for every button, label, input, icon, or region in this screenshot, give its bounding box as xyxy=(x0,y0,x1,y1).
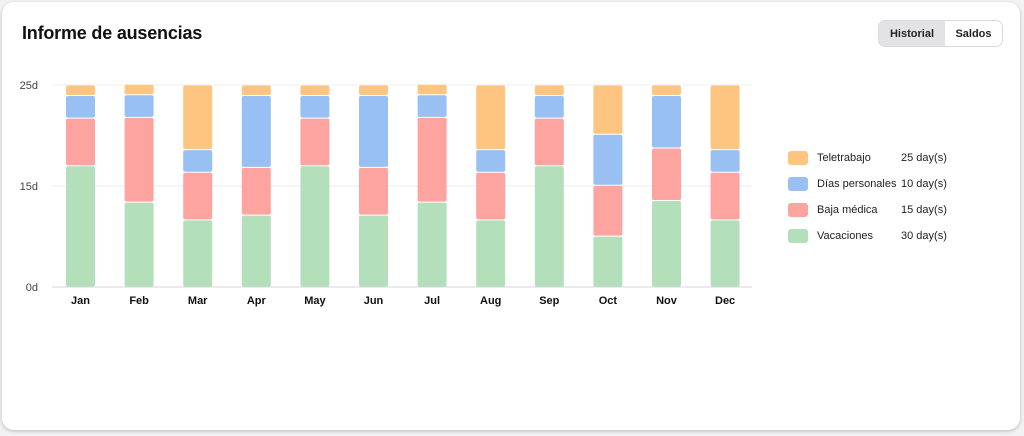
legend-swatch xyxy=(788,203,808,217)
bar-segment xyxy=(476,220,506,287)
bar-segment xyxy=(66,96,95,118)
bar-segment xyxy=(417,84,447,95)
bar-segment xyxy=(476,150,506,172)
bar-segment xyxy=(417,202,447,287)
x-tick-label: Jul xyxy=(424,295,440,307)
bar-segment xyxy=(124,202,154,287)
legend-swatch xyxy=(788,151,808,165)
legend-swatch xyxy=(788,229,808,243)
bar-segment xyxy=(476,85,506,150)
bar-segment xyxy=(710,172,740,220)
bar-segment xyxy=(66,118,95,166)
legend-swatch xyxy=(788,177,808,191)
x-tick-label: May xyxy=(304,295,326,307)
x-tick-label: Jun xyxy=(364,295,384,307)
y-tick-label: 15d xyxy=(20,181,38,193)
x-tick-label: Oct xyxy=(599,295,618,307)
bar-segment xyxy=(66,166,95,287)
bar-segment xyxy=(593,134,623,185)
x-tick-label: Jan xyxy=(71,295,90,307)
legend-label: Teletrabajo xyxy=(817,152,871,164)
x-tick-label: Apr xyxy=(247,295,267,307)
bar-segment xyxy=(359,96,388,167)
bar-segment xyxy=(300,166,330,287)
y-tick-label: 0d xyxy=(26,282,38,294)
legend-value: 10 day(s) xyxy=(901,178,947,190)
bar-segment xyxy=(241,96,271,167)
bar-segment xyxy=(652,85,681,96)
bar-segment xyxy=(534,96,564,118)
legend-value: 15 day(s) xyxy=(901,204,947,216)
bar-segment xyxy=(534,85,564,96)
bar-segment xyxy=(710,150,740,172)
legend-value: 25 day(s) xyxy=(901,152,947,164)
absence-report-card: Informe de ausencias Historial Saldos xyxy=(2,2,1020,430)
bar-segment xyxy=(534,118,564,166)
bar-segment xyxy=(359,215,388,287)
legend-item-baja-medica[interactable]: Baja médica 15 day(s) xyxy=(788,197,978,223)
view-toggle: Historial Saldos xyxy=(878,20,1003,47)
bar-segment xyxy=(183,85,213,150)
bar-segment xyxy=(652,96,681,148)
bar-segment xyxy=(241,167,271,215)
bar-segment xyxy=(359,167,388,215)
bar-segment xyxy=(417,95,447,117)
bar-segment xyxy=(593,236,623,287)
x-tick-label: Dec xyxy=(715,295,735,307)
bar-segment xyxy=(300,118,330,166)
bar-segment xyxy=(66,85,95,96)
chart-legend: Teletrabajo 25 day(s) Días personales 10… xyxy=(788,145,978,249)
y-tick-label: 25d xyxy=(20,80,38,92)
bar-segment xyxy=(124,117,154,202)
bar-segment xyxy=(710,220,740,287)
saldos-tab[interactable]: Saldos xyxy=(955,27,992,40)
x-tick-label: Mar xyxy=(188,295,208,307)
bar-segment xyxy=(593,185,623,236)
x-tick-label: Sep xyxy=(539,295,559,307)
legend-item-dias-personales[interactable]: Días personales 10 day(s) xyxy=(788,171,978,197)
x-tick-label: Feb xyxy=(129,295,149,307)
bar-segment xyxy=(183,220,213,287)
bar-segment xyxy=(593,85,623,134)
bar-segment xyxy=(183,150,213,172)
bar-segment xyxy=(417,117,447,202)
x-tick-label: Nov xyxy=(656,295,678,307)
bar-segment xyxy=(183,172,213,220)
bar-segment xyxy=(241,215,271,287)
bar-segment xyxy=(476,172,506,220)
bar-segment xyxy=(300,85,330,96)
legend-label: Vacaciones xyxy=(817,230,874,242)
legend-item-vacaciones[interactable]: Vacaciones 30 day(s) xyxy=(788,223,978,249)
legend-value: 30 day(s) xyxy=(901,230,947,242)
bar-segment xyxy=(534,166,564,287)
x-tick-label: Aug xyxy=(480,295,501,307)
bar-segment xyxy=(652,148,681,201)
legend-label: Días personales xyxy=(817,178,897,190)
bar-segment xyxy=(300,96,330,118)
historial-tab[interactable]: Historial xyxy=(879,21,945,46)
bar-segment xyxy=(652,201,681,287)
bar-segment xyxy=(710,85,740,150)
legend-label: Baja médica xyxy=(817,204,878,216)
bar-segment xyxy=(124,95,154,117)
bar-segment xyxy=(359,85,388,96)
bar-segment xyxy=(241,85,271,96)
card-title: Informe de ausencias xyxy=(22,23,203,43)
bar-segment xyxy=(124,84,154,95)
legend-item-teletrabajo[interactable]: Teletrabajo 25 day(s) xyxy=(788,145,978,171)
